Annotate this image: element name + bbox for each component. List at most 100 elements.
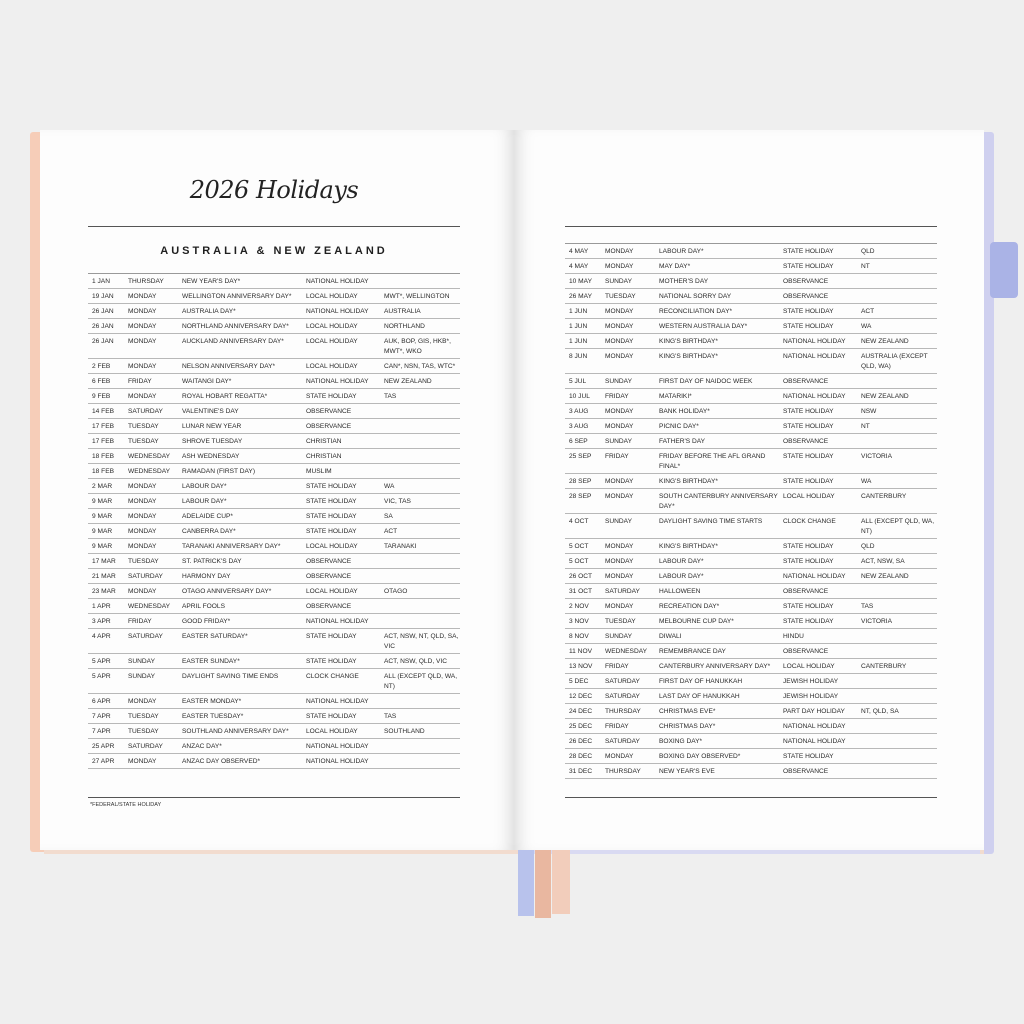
day-cell: TUESDAY [605, 293, 636, 300]
date-cell: 26 JAN [92, 323, 114, 330]
day-cell: WEDNESDAY [605, 648, 648, 655]
holiday-name-cell: SOUTH CANTERBURY ANNIVERSARY DAY* [659, 493, 778, 510]
bookmark-ribbon-peach[interactable] [535, 846, 551, 918]
holiday-type-cell: STATE HOLIDAY [306, 658, 357, 665]
holiday-type-cell: OBSERVANCE [783, 438, 829, 445]
region-cell: ALL (EXCEPT QLD, WA, NT) [384, 673, 458, 690]
page-edges [44, 846, 984, 854]
holiday-name-cell: LABOUR DAY* [182, 483, 227, 490]
holiday-type-cell: OBSERVANCE [306, 603, 352, 610]
holiday-table-left: 1 JAN THURSDAY NEW YEAR'S DAY* NATIONAL HOL… [88, 273, 460, 769]
region-cell: NT [861, 263, 870, 270]
holiday-name-cell: NELSON ANNIVERSARY DAY* [182, 363, 276, 370]
day-cell: SATURDAY [128, 573, 163, 580]
holiday-type-cell: OBSERVANCE [783, 293, 829, 300]
bookmark-ribbon-blue[interactable] [518, 846, 534, 916]
holiday-type-cell: STATE HOLIDAY [783, 603, 834, 610]
holiday-name-cell: FRIDAY BEFORE THE AFL GRAND FINAL* [659, 453, 766, 470]
region-cell: NSW [861, 408, 877, 415]
date-cell: 26 JAN [92, 338, 114, 345]
holiday-name-cell: KING'S BIRTHDAY* [659, 478, 718, 485]
day-cell: MONDAY [605, 353, 634, 360]
table-row: 13 NOV FRIDAY CANTERBURY ANNIVERSARY DAY* L… [565, 659, 937, 674]
day-cell: TUESDAY [128, 728, 159, 735]
table-row: 18 FEB WEDNESDAY RAMADAN (FIRST DAY) MUSLIM [88, 464, 460, 479]
date-cell: 31 DEC [569, 768, 593, 775]
holiday-name-cell: OTAGO ANNIVERSARY DAY* [182, 588, 272, 595]
holiday-type-cell: NATIONAL HOLIDAY [783, 723, 846, 730]
holiday-name-cell: REMEMBRANCE DAY [659, 648, 726, 655]
holiday-name-cell: HARMONY DAY [182, 573, 231, 580]
table-row: 19 JAN MONDAY WELLINGTON ANNIVERSARY DAY* L… [88, 289, 460, 304]
page-tab[interactable] [990, 242, 1018, 298]
region-cell: QLD [861, 543, 875, 550]
day-cell: SUNDAY [128, 673, 155, 680]
region-cell: VIC, TAS [384, 498, 411, 505]
holiday-type-cell: NATIONAL HOLIDAY [306, 758, 369, 765]
holiday-name-cell: CANTERBURY ANNIVERSARY DAY* [659, 663, 771, 670]
region-heading: AUSTRALIA & NEW ZEALAND [160, 245, 388, 257]
day-cell: MONDAY [605, 478, 634, 485]
date-cell: 7 APR [92, 728, 111, 735]
holiday-type-cell: CLOCK CHANGE [783, 518, 836, 525]
holiday-type-cell: STATE HOLIDAY [306, 498, 357, 505]
day-cell: SUNDAY [605, 378, 632, 385]
table-row: 2 NOV MONDAY RECREATION DAY* STATE HOLIDAY T… [565, 599, 937, 614]
day-cell: MONDAY [605, 543, 634, 550]
day-cell: FRIDAY [128, 378, 152, 385]
table-row: 18 FEB WEDNESDAY ASH WEDNESDAY CHRISTIAN [88, 449, 460, 464]
day-cell: THURSDAY [605, 708, 641, 715]
holiday-type-cell: STATE HOLIDAY [783, 408, 834, 415]
region-cell: ALL (EXCEPT QLD, WA, NT) [861, 518, 935, 535]
holiday-name-cell: VALENTINE'S DAY [182, 408, 239, 415]
date-cell: 5 OCT [569, 543, 589, 550]
holiday-type-cell: OBSERVANCE [783, 768, 829, 775]
date-cell: 5 APR [92, 673, 111, 680]
holiday-type-cell: LOCAL HOLIDAY [306, 363, 358, 370]
holiday-name-cell: WELLINGTON ANNIVERSARY DAY* [182, 293, 292, 300]
holiday-type-cell: OBSERVANCE [306, 573, 352, 580]
table-row: 1 JUN MONDAY RECONCILIATION DAY* STATE HOLI… [565, 304, 937, 319]
holiday-name-cell: FIRST DAY OF NAIDOC WEEK [659, 378, 753, 385]
day-cell: MONDAY [605, 493, 634, 500]
day-cell: SUNDAY [605, 633, 632, 640]
region-cell: WA [384, 483, 395, 490]
holiday-name-cell: RAMADAN (FIRST DAY) [182, 468, 256, 475]
table-row: 5 APR SUNDAY DAYLIGHT SAVING TIME ENDS CLOC… [88, 669, 460, 694]
table-row: 26 JAN MONDAY AUSTRALIA DAY* NATIONAL HOLID… [88, 304, 460, 319]
day-cell: MONDAY [605, 263, 634, 270]
holiday-name-cell: MELBOURNE CUP DAY* [659, 618, 734, 625]
date-cell: 4 MAY [569, 248, 589, 255]
date-cell: 6 FEB [92, 378, 111, 385]
date-cell: 1 JAN [92, 278, 110, 285]
table-row: 26 JAN MONDAY AUCKLAND ANNIVERSARY DAY* LOC… [88, 334, 460, 359]
date-cell: 14 FEB [92, 408, 114, 415]
holiday-name-cell: APRIL FOOLS [182, 603, 225, 610]
region-cell: TAS [384, 713, 397, 720]
left-page [40, 130, 514, 850]
table-row: 6 SEP SUNDAY FATHER'S DAY OBSERVANCE [565, 434, 937, 449]
holiday-name-cell: SHROVE TUESDAY [182, 438, 243, 445]
table-row: 9 MAR MONDAY ADELAIDE CUP* STATE HOLIDAY SA [88, 509, 460, 524]
holiday-type-cell: CLOCK CHANGE [306, 673, 359, 680]
holiday-type-cell: STATE HOLIDAY [783, 323, 834, 330]
holiday-type-cell: NATIONAL HOLIDAY [783, 338, 846, 345]
table-row: 2 MAR MONDAY LABOUR DAY* STATE HOLIDAY WA [88, 479, 460, 494]
date-cell: 10 JUL [569, 393, 590, 400]
holiday-type-cell: STATE HOLIDAY [306, 483, 357, 490]
date-cell: 11 NOV [569, 648, 592, 655]
table-row: 26 MAY TUESDAY NATIONAL SORRY DAY OBSERVANC… [565, 289, 937, 304]
holiday-type-cell: STATE HOLIDAY [783, 453, 834, 460]
table-row: 1 APR WEDNESDAY APRIL FOOLS OBSERVANCE [88, 599, 460, 614]
table-row: 25 SEP FRIDAY FRIDAY BEFORE THE AFL GRAND … [565, 449, 937, 474]
date-cell: 6 SEP [569, 438, 588, 445]
region-cell: NEW ZEALAND [861, 393, 909, 400]
bookmark-ribbon-light-peach[interactable] [552, 846, 570, 914]
table-row: 6 APR MONDAY EASTER MONDAY* NATIONAL HOLIDA… [88, 694, 460, 709]
holiday-name-cell: ANZAC DAY* [182, 743, 222, 750]
holiday-name-cell: PICNIC DAY* [659, 423, 699, 430]
holiday-name-cell: CANBERRA DAY* [182, 528, 236, 535]
day-cell: MONDAY [605, 248, 634, 255]
table-row: 4 APR SATURDAY EASTER SATURDAY* STATE HOLID… [88, 629, 460, 654]
table-row: 26 DEC SATURDAY BOXING DAY* NATIONAL HOLIDA… [565, 734, 937, 749]
